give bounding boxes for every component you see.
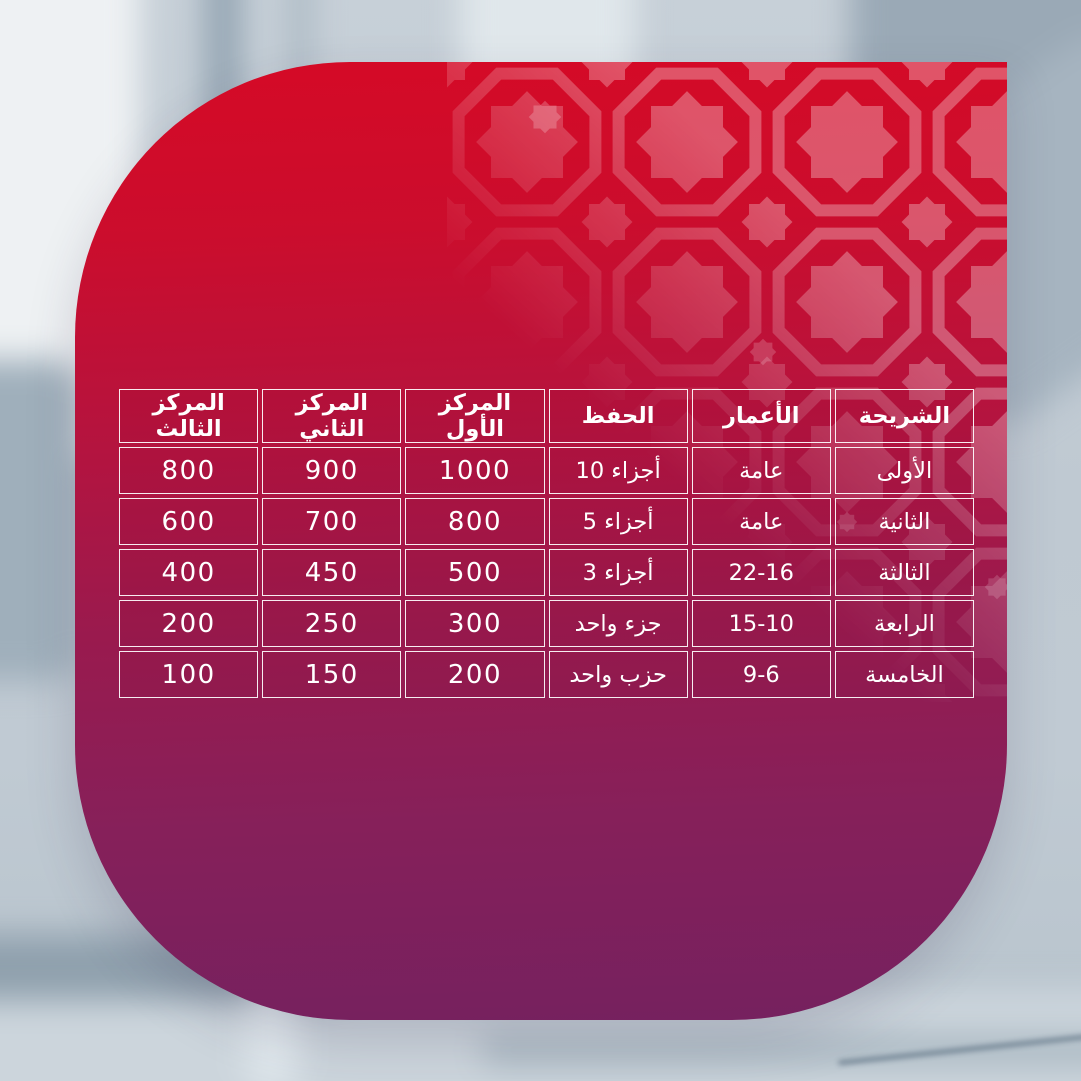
cell-segment: الثالثة xyxy=(834,549,974,596)
cell-first-place: 800 xyxy=(405,498,545,545)
cell-ages: عامة xyxy=(691,498,831,545)
cell-third-place: 100 xyxy=(119,651,259,698)
table-row: الثالثة 22-16 أجزاء 3 500 450 400 xyxy=(119,549,974,596)
cell-memorization: أجزاء 10 xyxy=(548,447,688,494)
cell-ages: عامة xyxy=(691,447,831,494)
cell-memorization: أجزاء 3 xyxy=(548,549,688,596)
table-row: الأولى عامة أجزاء 10 1000 900 800 xyxy=(119,447,974,494)
cell-first-place: 1000 xyxy=(405,447,545,494)
cell-second-place: 150 xyxy=(262,651,402,698)
col-header-memorization: الحفظ xyxy=(548,389,688,443)
cell-memorization: حزب واحد xyxy=(548,651,688,698)
table-row: الخامسة 9-6 حزب واحد 200 150 100 xyxy=(119,651,974,698)
cell-segment: الرابعة xyxy=(834,600,974,647)
cell-memorization: أجزاء 5 xyxy=(548,498,688,545)
col-header-first-place: المركز الأول xyxy=(405,389,545,443)
prize-card: الشريحة الأعمار الحفظ المركز الأول المرك… xyxy=(75,62,1007,1020)
cell-third-place: 600 xyxy=(119,498,259,545)
cell-third-place: 400 xyxy=(119,549,259,596)
cell-first-place: 200 xyxy=(405,651,545,698)
cell-second-place: 900 xyxy=(262,447,402,494)
col-header-ages: الأعمار xyxy=(691,389,831,443)
cell-first-place: 300 xyxy=(405,600,545,647)
cell-ages: 9-6 xyxy=(691,651,831,698)
cell-second-place: 450 xyxy=(262,549,402,596)
prize-table: الشريحة الأعمار الحفظ المركز الأول المرك… xyxy=(115,385,978,702)
cell-segment: الأولى xyxy=(834,447,974,494)
col-header-third-place: المركز الثالث xyxy=(119,389,259,443)
table-header-row: الشريحة الأعمار الحفظ المركز الأول المرك… xyxy=(119,389,974,443)
table-row: الرابعة 15-10 جزء واحد 300 250 200 xyxy=(119,600,974,647)
cell-second-place: 250 xyxy=(262,600,402,647)
cell-segment: الثانية xyxy=(834,498,974,545)
col-header-second-place: المركز الثاني xyxy=(262,389,402,443)
cell-second-place: 700 xyxy=(262,498,402,545)
cell-ages: 15-10 xyxy=(691,600,831,647)
table-row: الثانية عامة أجزاء 5 800 700 600 xyxy=(119,498,974,545)
cell-ages: 22-16 xyxy=(691,549,831,596)
col-header-segment: الشريحة xyxy=(834,389,974,443)
cell-third-place: 200 xyxy=(119,600,259,647)
cell-first-place: 500 xyxy=(405,549,545,596)
cell-memorization: جزء واحد xyxy=(548,600,688,647)
cell-third-place: 800 xyxy=(119,447,259,494)
cell-segment: الخامسة xyxy=(834,651,974,698)
